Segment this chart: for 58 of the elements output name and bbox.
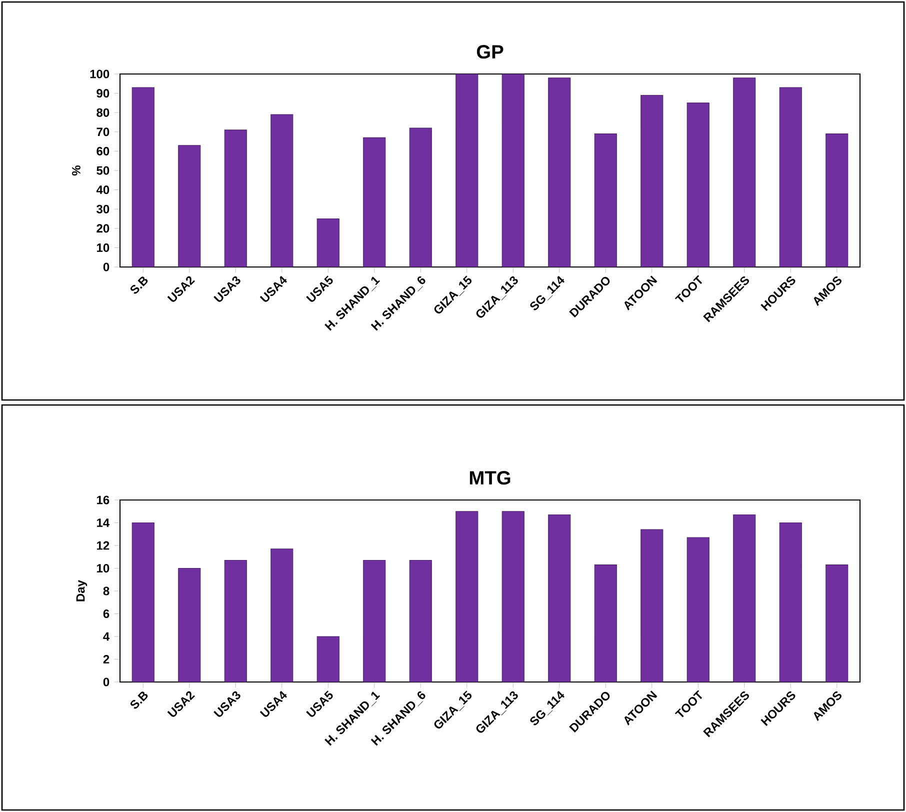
bar [502,511,524,682]
bar [779,87,802,267]
y-tick-label: 6 [103,609,110,618]
y-tick-label: 50 [96,166,110,175]
y-tick-label: 40 [96,186,110,194]
bar [132,87,154,267]
y-tick-label: 80 [96,108,110,117]
bar [316,218,340,267]
y-tick-label: 2 [103,655,110,664]
y-tick-label: 8 [103,586,110,596]
bar [640,94,664,267]
bar [178,568,201,682]
y-tick-label: 60 [96,146,110,156]
y-axis-title: Day [76,580,88,602]
y-tick-label: 100 [90,70,110,78]
bar [409,560,432,682]
bar [456,74,478,267]
bar [363,560,386,682]
y-tick-label: 12 [97,541,110,550]
bar [733,514,756,682]
x-tick-label: S.B [130,692,148,709]
bar [224,130,247,267]
bar [594,564,617,682]
bar [826,134,848,267]
bar [270,548,294,682]
chart-title: GP [476,45,504,59]
y-tick-label: 90 [96,89,110,98]
bar [548,78,571,267]
chart-title: MTG [470,471,510,485]
y-tick-label: 30 [96,204,110,214]
y-tick-label: 0 [103,678,110,686]
y-tick-label: 20 [96,224,110,233]
bar [456,511,478,682]
bar [224,560,247,682]
y-axis-title: % [72,165,80,176]
bar [178,145,201,267]
y-tick-label: 0 [103,262,110,272]
bar [132,522,154,682]
bar [779,522,802,682]
bar [409,128,432,267]
bar [686,102,710,267]
bar [363,137,386,267]
y-tick-label: 70 [96,128,110,136]
bar [594,134,617,267]
bar [640,529,664,682]
bar [733,78,756,267]
y-tick-label: 16 [97,496,110,504]
bar [270,114,294,267]
y-tick-label: 10 [97,564,110,572]
bar [548,514,571,682]
y-tick-label: 10 [97,243,110,252]
bar [686,537,710,682]
bar [502,74,524,267]
bar [316,636,340,682]
y-tick-label: 14 [97,518,110,527]
x-tick-label: S.B [130,276,148,294]
bar [826,564,848,682]
y-tick-label: 4 [103,632,110,641]
